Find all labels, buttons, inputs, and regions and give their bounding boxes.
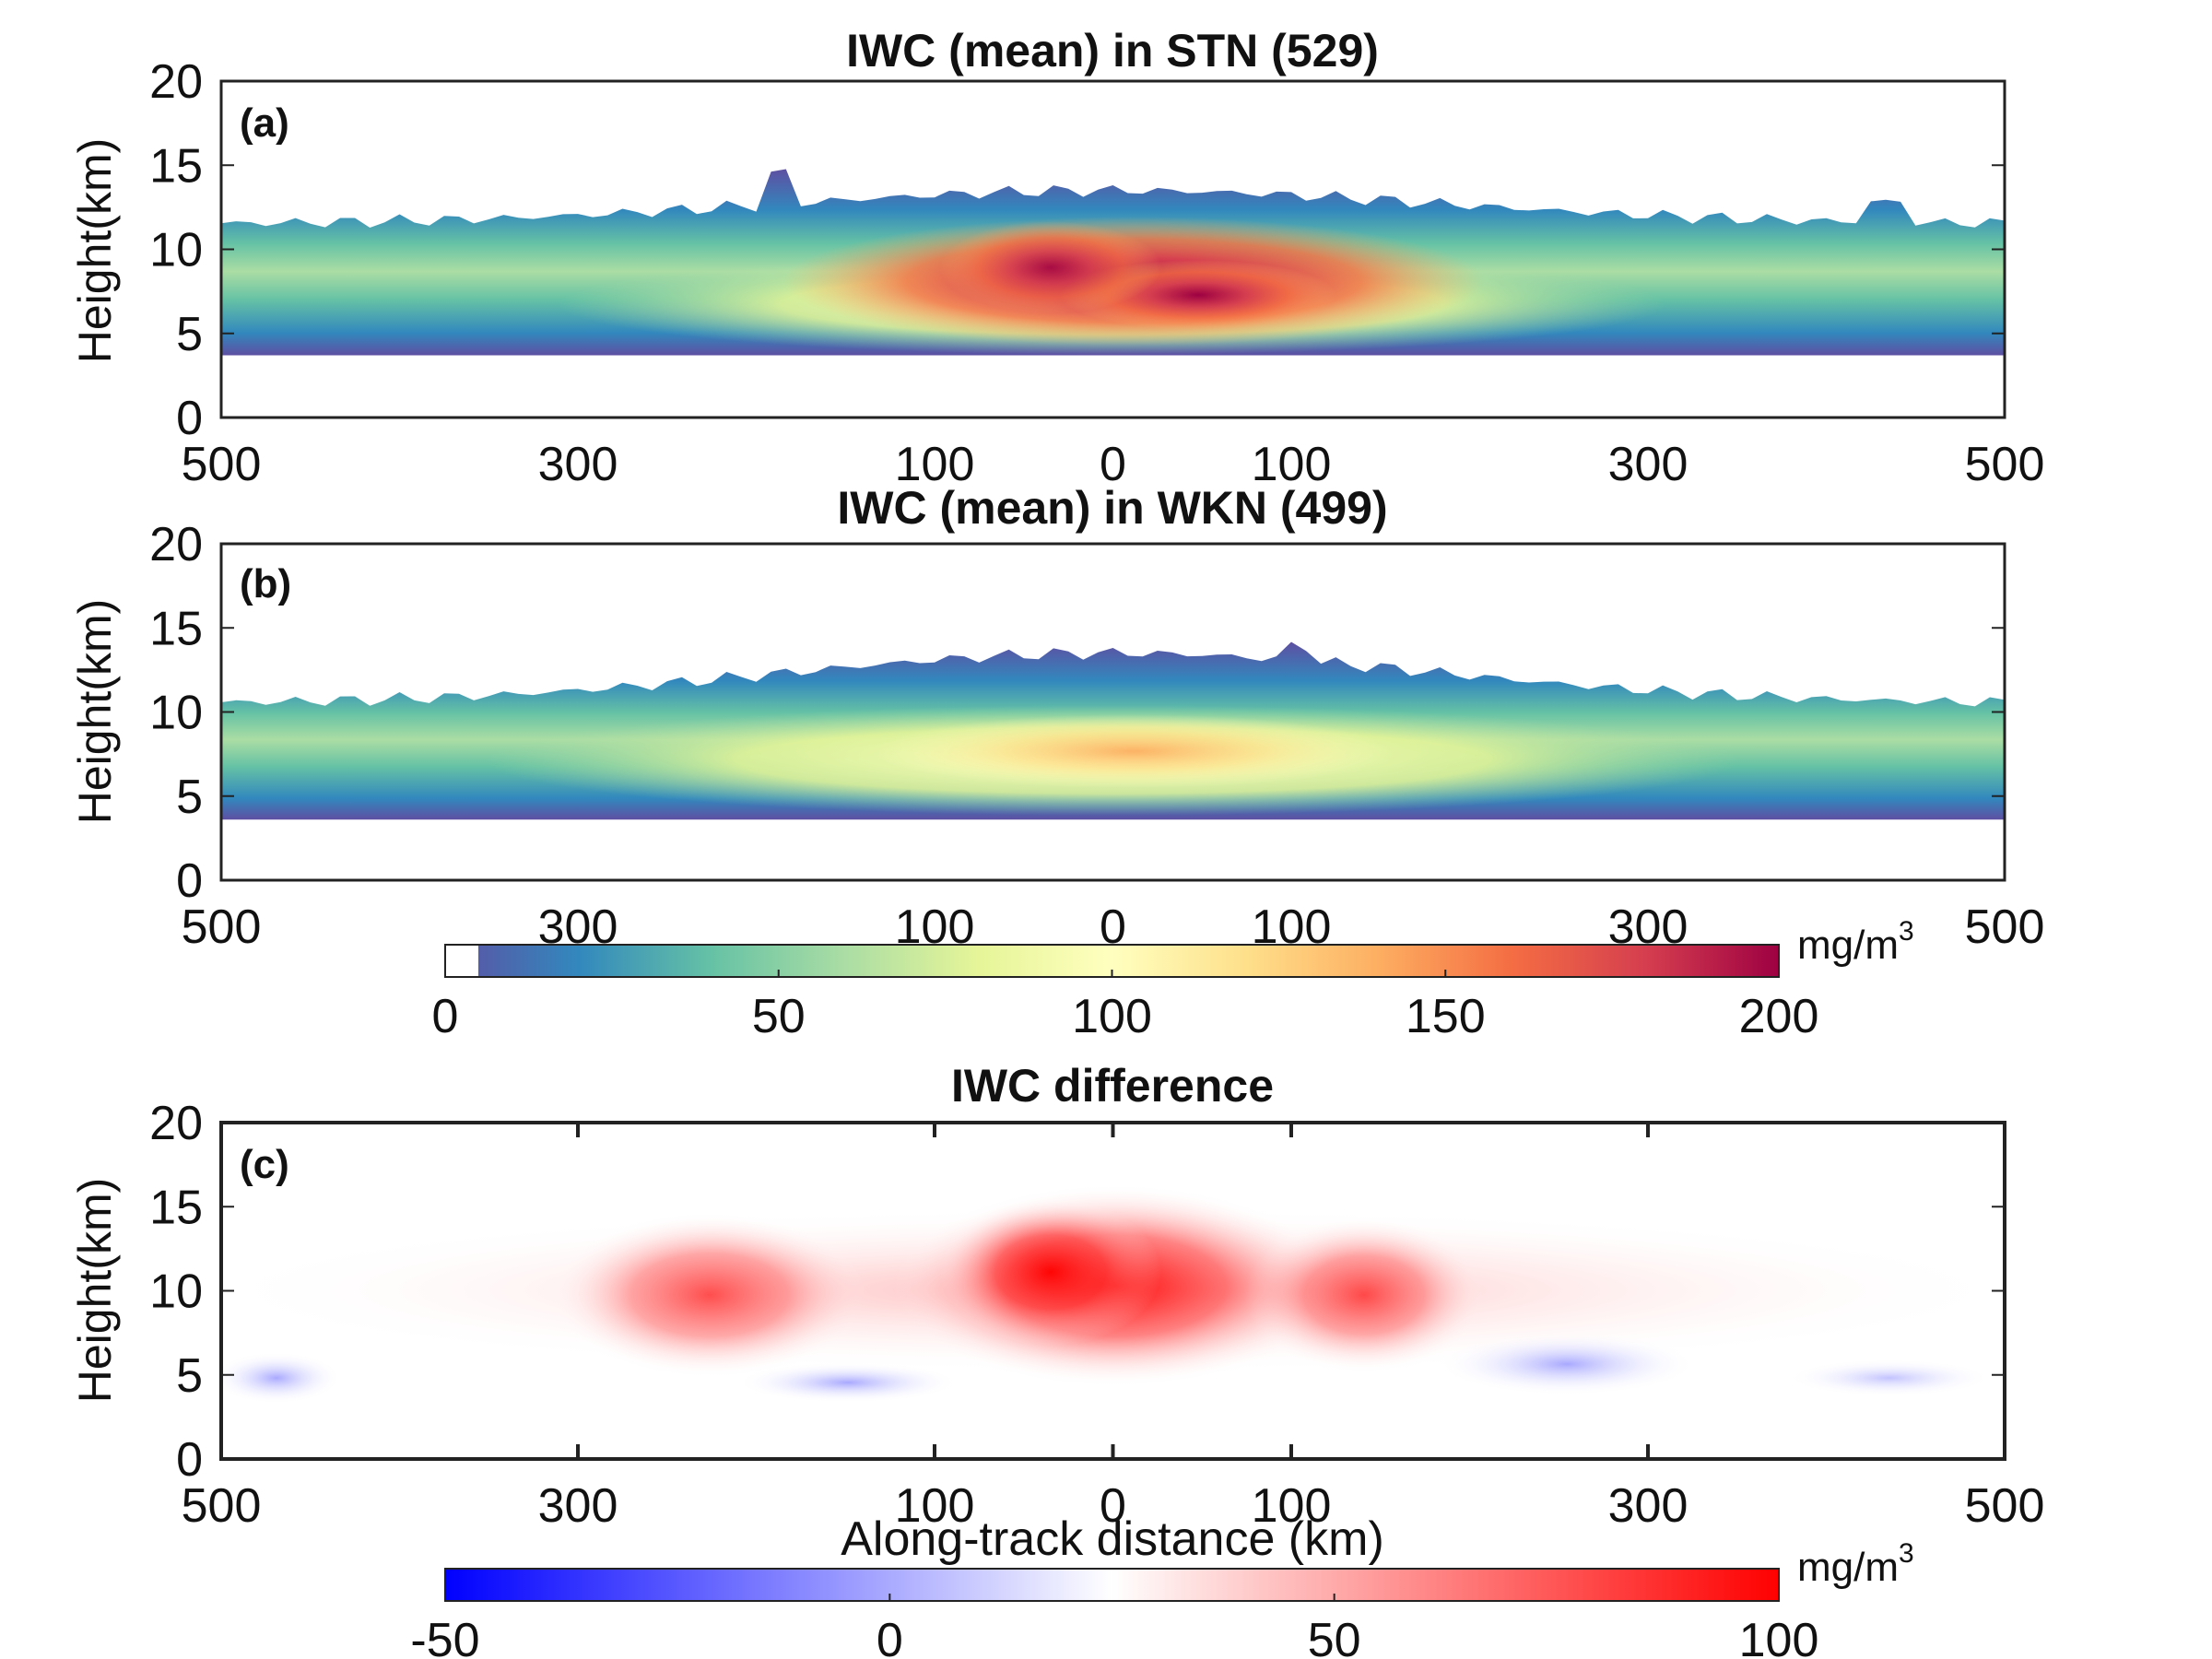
iwc-colorbar-unit-sup: 3 bbox=[1899, 916, 1914, 947]
panel-c-blue-far-right bbox=[1788, 1359, 1991, 1396]
panel-b-ytick-label: 20 bbox=[149, 518, 203, 571]
panel-c-difference: IWC difference (c) 0 5 10 15 20 500 300 100 0 10… bbox=[69, 1060, 2044, 1566]
colorbar-tick-label: 150 bbox=[1406, 990, 1486, 1043]
panel-a-xtick-label: 500 bbox=[1965, 438, 2045, 491]
panel-c-xtick-label: 100 bbox=[895, 1479, 975, 1533]
panel-c-ytick-label: 10 bbox=[149, 1265, 203, 1319]
panel-a-stn: IWC (mean) in STN (529) (a) 0 5 10 15 20 500… bbox=[69, 25, 2044, 491]
iwc-colorbar-zero-bin bbox=[445, 945, 478, 977]
panel-a-ytick-label: 0 bbox=[176, 392, 203, 445]
panel-a-y-ticks: 0 5 10 15 20 bbox=[149, 55, 2005, 445]
panel-b-ytick-label: 15 bbox=[149, 602, 203, 655]
diff-colorbar-ticks: -50 0 50 100 bbox=[410, 1594, 1818, 1659]
panel-c-xlabel: Along-track distance (km) bbox=[841, 1512, 1384, 1566]
diff-colorbar-fill bbox=[445, 1569, 1779, 1601]
iwc-colorbar: 0 50 100 150 200 mg/m3 bbox=[432, 916, 1914, 1043]
panel-a-ytick-label: 10 bbox=[149, 224, 203, 277]
panel-b-heatmap bbox=[221, 641, 2005, 820]
panel-b-ytick-label: 10 bbox=[149, 687, 203, 740]
panel-b-ytick-label: 5 bbox=[176, 771, 203, 824]
panel-a-xtick-label: 0 bbox=[1100, 438, 1126, 491]
iwc-colorbar-unit: mg/m3 bbox=[1797, 916, 1914, 968]
panel-c-ytick-label: 0 bbox=[176, 1433, 203, 1487]
panel-b-xtick-label: 500 bbox=[182, 900, 262, 954]
panel-a-ytick-label: 20 bbox=[149, 55, 203, 109]
colorbar-tick-label: 50 bbox=[752, 990, 806, 1043]
colorbar-tick-label: -50 bbox=[410, 1614, 479, 1659]
panel-a-xtick-label: 100 bbox=[895, 438, 975, 491]
panel-b-wkn: IWC (mean) in WKN (499) (b) 0 5 10 15 20 500… bbox=[69, 482, 2044, 954]
panel-b-ylabel: Height(km) bbox=[69, 599, 121, 824]
diff-colorbar-unit-base: mg/m bbox=[1797, 1545, 1899, 1590]
panel-c-red-peak bbox=[940, 1198, 1161, 1346]
panel-c-red-left bbox=[553, 1212, 866, 1378]
colorbar-tick-label: 100 bbox=[1072, 990, 1152, 1043]
panel-b-xtick-label: 500 bbox=[1965, 900, 2045, 954]
panel-c-xtick-label: 100 bbox=[1252, 1479, 1332, 1533]
panel-c-ytick-label: 20 bbox=[149, 1097, 203, 1150]
colorbar-tick-label: 50 bbox=[1308, 1614, 1361, 1659]
panel-b-title: IWC (mean) in WKN (499) bbox=[837, 482, 1387, 534]
panel-b-label: (b) bbox=[240, 561, 291, 606]
panel-a-title: IWC (mean) in STN (529) bbox=[846, 25, 1379, 76]
panel-c-ylabel: Height(km) bbox=[69, 1178, 121, 1403]
panel-c-xtick-label: 300 bbox=[538, 1479, 618, 1533]
iwc-colorbar-ticks: 0 50 100 150 200 bbox=[432, 970, 1819, 1043]
panel-b-y-ticks: 0 5 10 15 20 bbox=[149, 518, 2005, 908]
panel-c-heatmap bbox=[221, 1184, 2005, 1404]
panel-b-orange-core bbox=[876, 714, 1392, 788]
panel-a-ytick-label: 15 bbox=[149, 139, 203, 193]
panel-a-xtick-label: 300 bbox=[1608, 438, 1688, 491]
panel-c-xtick-label: 500 bbox=[182, 1479, 262, 1533]
panel-c-ytick-label: 5 bbox=[176, 1349, 203, 1403]
panel-a-xtick-label: 500 bbox=[182, 438, 262, 491]
iwc-colorbar-unit-base: mg/m bbox=[1797, 923, 1899, 968]
diff-colorbar: -50 0 50 100 mg/m3 bbox=[410, 1538, 1913, 1659]
diff-colorbar-frame bbox=[444, 1568, 1780, 1602]
panel-a-red-secondary bbox=[940, 221, 1161, 313]
panel-c-label: (c) bbox=[240, 1142, 289, 1187]
panel-c-xtick-label: 0 bbox=[1100, 1479, 1126, 1533]
panel-c-x-ticks: 500 300 100 0 100 300 500 bbox=[182, 1123, 2045, 1533]
colorbar-tick-label: 0 bbox=[877, 1614, 903, 1659]
panel-a-heatmap bbox=[221, 169, 2005, 356]
panel-b-ytick-label: 0 bbox=[176, 854, 203, 908]
colorbar-tick-label: 200 bbox=[1739, 990, 1819, 1043]
panel-c-blue-right bbox=[1438, 1333, 1696, 1395]
colorbar-tick-label: 100 bbox=[1739, 1614, 1819, 1659]
panel-a-xtick-label: 100 bbox=[1252, 438, 1332, 491]
panel-c-xtick-label: 500 bbox=[1965, 1479, 2045, 1533]
diff-colorbar-unit: mg/m3 bbox=[1797, 1538, 1914, 1590]
panel-a-label: (a) bbox=[240, 100, 289, 146]
colorbar-tick-label: 0 bbox=[432, 990, 459, 1043]
panel-c-y-ticks: 0 5 10 15 20 bbox=[149, 1097, 2005, 1487]
panel-a-x-ticks: 500 300 100 0 100 300 500 bbox=[182, 438, 2045, 491]
panel-a-ytick-label: 5 bbox=[176, 308, 203, 361]
diff-colorbar-unit-sup: 3 bbox=[1899, 1538, 1914, 1569]
panel-c-blue-mid bbox=[737, 1362, 959, 1403]
panel-c-ytick-label: 15 bbox=[149, 1181, 203, 1234]
panel-c-xtick-label: 300 bbox=[1608, 1479, 1688, 1533]
panel-c-blue-left bbox=[221, 1352, 341, 1404]
panel-a-xtick-label: 300 bbox=[538, 438, 618, 491]
panel-a-ylabel: Height(km) bbox=[69, 138, 121, 363]
panel-c-title: IWC difference bbox=[951, 1060, 1274, 1112]
panel-c-red-right bbox=[1244, 1217, 1484, 1373]
